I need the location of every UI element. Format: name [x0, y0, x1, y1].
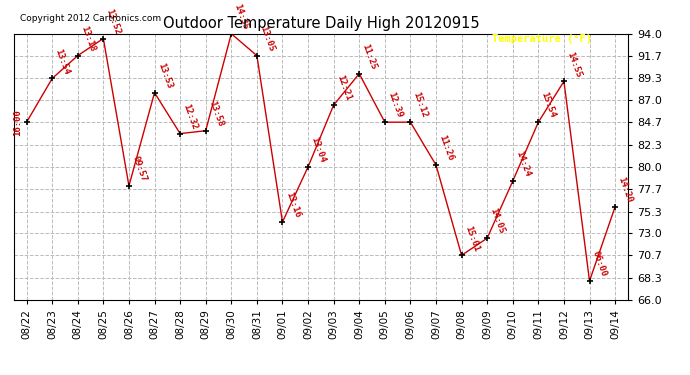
Text: 13:54: 13:54: [53, 47, 71, 76]
Text: 11:26: 11:26: [437, 134, 455, 162]
Text: 12:39: 12:39: [386, 91, 404, 119]
Text: 14:35: 14:35: [233, 3, 250, 31]
Text: 15:01: 15:01: [463, 224, 480, 252]
Text: 12:32: 12:32: [181, 102, 199, 131]
Text: Temperature (°F): Temperature (°F): [492, 34, 591, 44]
Title: Outdoor Temperature Daily High 20120915: Outdoor Temperature Daily High 20120915: [163, 16, 479, 31]
Text: 13:18: 13:18: [79, 24, 97, 53]
Text: 13:05: 13:05: [258, 24, 276, 53]
Text: 11:25: 11:25: [360, 42, 378, 71]
Text: 14:05: 14:05: [489, 207, 506, 236]
Text: 16:00: 16:00: [13, 109, 22, 136]
Text: 12:21: 12:21: [335, 74, 353, 102]
Text: 14:24: 14:24: [514, 150, 532, 178]
Text: 14:20: 14:20: [616, 176, 634, 204]
Text: 09:57: 09:57: [130, 155, 148, 183]
Text: 15:54: 15:54: [540, 91, 558, 119]
Text: Copyright 2012 Cartronics.com: Copyright 2012 Cartronics.com: [20, 14, 161, 23]
Text: 06:00: 06:00: [591, 250, 609, 278]
Text: 13:58: 13:58: [207, 99, 225, 128]
Text: 13:53: 13:53: [156, 62, 173, 90]
Text: 13:52: 13:52: [105, 8, 122, 36]
Text: 15:12: 15:12: [412, 91, 429, 119]
Text: 14:55: 14:55: [565, 50, 583, 78]
Text: 13:04: 13:04: [309, 136, 327, 164]
Text: 13:16: 13:16: [284, 191, 302, 219]
